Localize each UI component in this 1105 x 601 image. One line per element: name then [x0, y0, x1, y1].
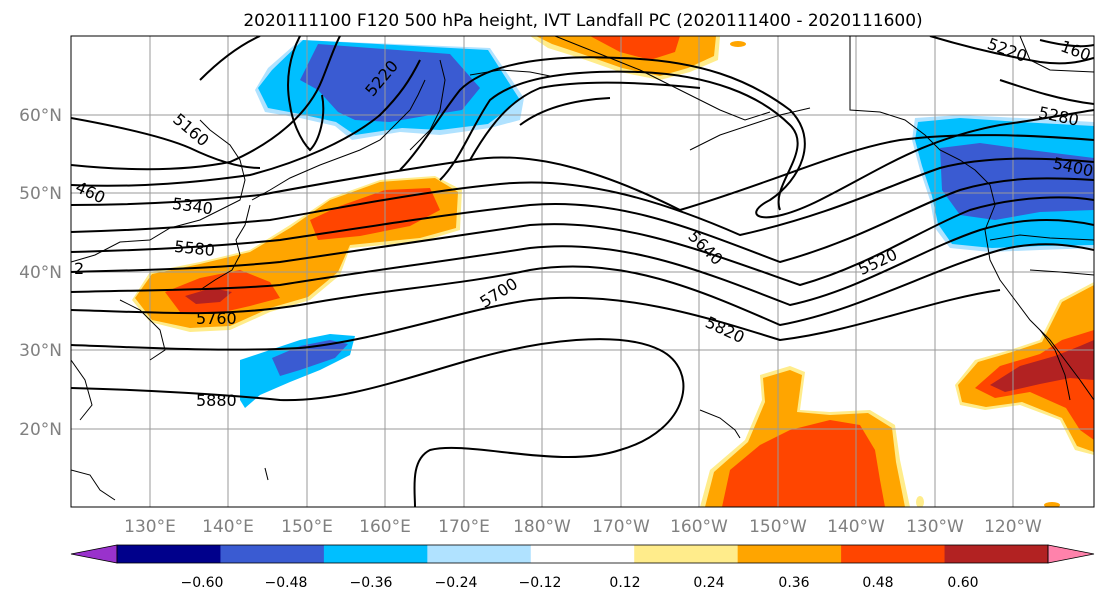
colorbar-swatch — [323, 545, 428, 563]
colorbar-tick-label: 0.48 — [862, 575, 893, 591]
lon-label: 120°W — [984, 517, 1042, 537]
colorbar-swatch — [530, 545, 635, 563]
contour-line — [439, 70, 799, 211]
colorbar-swatch — [220, 545, 325, 563]
lon-label: 140°E — [202, 517, 254, 537]
ivt-positive-hawaii-ne — [722, 420, 885, 507]
colorbar — [70, 544, 1095, 564]
contour-label: 5760 — [196, 309, 237, 328]
colorbar-ticks: −0.60 −0.48 −0.36 −0.24 −0.12 0.12 0.24 … — [181, 575, 979, 591]
lon-label: 130°W — [906, 517, 964, 537]
contour-line — [519, 97, 611, 126]
colorbar-tick-label: −0.12 — [519, 575, 562, 591]
lon-label: 130°E — [124, 517, 176, 537]
map-frame — [70, 35, 1095, 508]
ivt-negative-kamchatka — [300, 44, 480, 122]
ivt-positive-speck — [1044, 502, 1060, 507]
lat-labels: 20°N 30°N 40°N 50°N 60°N — [19, 106, 62, 440]
contour-line — [71, 289, 1001, 351]
lon-label: 160°W — [670, 517, 728, 537]
ivt-negative-subtropical — [272, 340, 348, 376]
lon-label: 150°W — [749, 517, 807, 537]
contour-label: 5160 — [169, 110, 212, 151]
contour-label: 5880 — [196, 391, 237, 410]
ivt-positive-california — [990, 340, 1094, 392]
colorbar-extend-low — [70, 544, 118, 564]
contour-line — [71, 219, 1094, 307]
contour-label: 2 — [74, 259, 84, 278]
contour-line — [71, 177, 1094, 264]
ivt-negative-pnw — [940, 143, 1094, 220]
ivt-positive-japan — [165, 188, 440, 314]
contour-line — [71, 117, 261, 169]
coastlines — [71, 36, 1094, 501]
contour-label: 5220 — [985, 34, 1030, 66]
colorbar-swatch — [427, 545, 532, 563]
colorbar-tick-label: 0.36 — [778, 575, 809, 591]
lon-label: 140°W — [827, 517, 885, 537]
contour-label: 5580 — [173, 237, 215, 260]
colorbar-swatch — [841, 545, 946, 563]
lon-label: 150°E — [281, 517, 333, 537]
colorbar-tick-label: −0.24 — [435, 575, 478, 591]
colorbar-swatch — [117, 545, 221, 563]
contour-line — [469, 81, 701, 161]
lat-label: 20°N — [19, 420, 62, 440]
colorbar-tick-label: −0.36 — [350, 575, 393, 591]
ivt-shading — [132, 36, 1094, 507]
height-contours — [71, 36, 1094, 507]
contour-label: 160 — [1058, 37, 1093, 65]
ivt-positive-speck — [730, 41, 746, 47]
contour-line — [71, 157, 1094, 237]
contour-line — [71, 134, 1094, 212]
colorbar-tick-label: −0.60 — [181, 575, 224, 591]
contour-line — [399, 56, 1094, 219]
lat-label: 30°N — [19, 341, 62, 361]
contour-line — [71, 36, 341, 171]
colorbar-tick-label: 0.24 — [693, 575, 724, 591]
lat-label: 40°N — [19, 263, 62, 283]
contour-label: 5820 — [702, 313, 747, 347]
colorbar-extend-high — [1047, 544, 1095, 564]
contour-label: 460 — [73, 177, 109, 207]
colorbar-swatch — [634, 545, 739, 563]
ivt-positive-japan — [185, 288, 232, 304]
contour-line — [929, 36, 1094, 65]
colorbar-frame — [116, 544, 1049, 564]
lat-label: 50°N — [19, 184, 62, 204]
contour-line — [71, 243, 1094, 327]
lon-label: 180°W — [513, 517, 571, 537]
lon-label: 170°E — [438, 517, 490, 537]
contour-line — [71, 196, 1094, 287]
map-title: 2020111100 F120 500 hPa height, IVT Land… — [243, 11, 922, 31]
colorbar-tick-label: 0.60 — [947, 575, 978, 591]
colorbar-swatch — [944, 545, 1049, 563]
colorbar-tick-label: −0.48 — [265, 575, 308, 591]
lon-label: 170°W — [592, 517, 650, 537]
colorbar-swatch — [737, 545, 842, 563]
contour-label: 5340 — [171, 194, 214, 218]
ivt-positive-speck — [916, 496, 924, 507]
lon-label: 160°E — [359, 517, 411, 537]
contour-line — [287, 36, 325, 152]
contour-line — [199, 36, 261, 81]
ivt-positive-bering — [590, 36, 680, 60]
contour-line — [999, 79, 1094, 105]
lon-labels: 130°E 140°E 150°E 160°E 170°E 180°W 170°… — [124, 517, 1042, 537]
colorbar-tick-label: 0.12 — [609, 575, 640, 591]
contour-line — [1039, 39, 1094, 48]
contour-line — [71, 59, 421, 187]
contour-line — [71, 338, 685, 507]
lat-label: 60°N — [19, 106, 62, 126]
